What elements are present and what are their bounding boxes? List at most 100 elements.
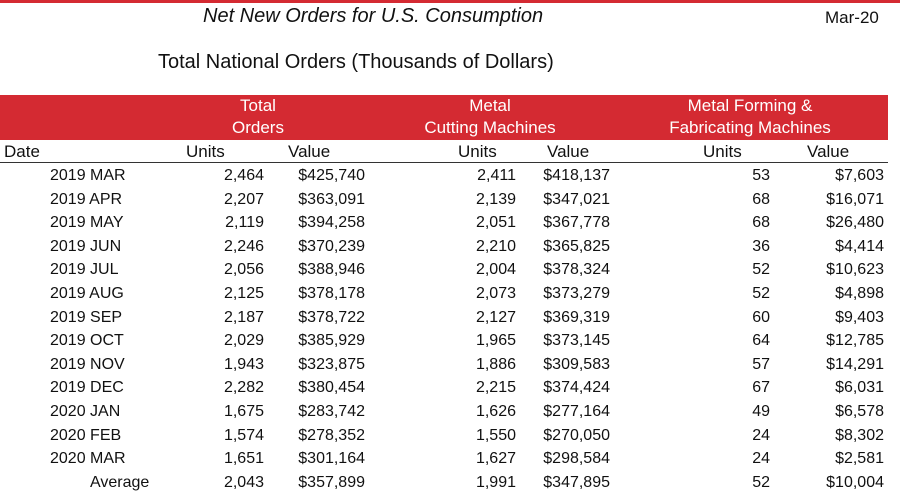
forming-units-cell: 60 bbox=[752, 308, 770, 326]
row-date: 2019 APR bbox=[50, 190, 123, 208]
total-units-cell: 2,119 bbox=[225, 214, 264, 232]
cutting-units-cell: 1,886 bbox=[475, 355, 516, 373]
table-row: 2019 JUN 2,246 $370,239 2,210 $365,825 3… bbox=[0, 235, 900, 259]
table-row: 2019 MAR 2,464 $425,740 2,411 $418,137 5… bbox=[0, 164, 900, 188]
forming-value-cell: $12,785 bbox=[826, 332, 884, 350]
total-units-cell: 1,651 bbox=[223, 450, 264, 468]
forming-units-cell: 57 bbox=[752, 355, 770, 373]
table-row: 2019 NOV 1,943 $323,875 1,886 $309,583 5… bbox=[0, 353, 900, 377]
cutting-units-cell: 2,073 bbox=[475, 284, 516, 302]
table-row: 2019 MAY 2,119 $394,258 2,051 $367,778 6… bbox=[0, 211, 900, 235]
cutting-value-cell: $367,778 bbox=[543, 214, 610, 232]
row-date: 2019 MAY bbox=[50, 214, 124, 232]
row-date: 2019 SEP bbox=[50, 308, 123, 326]
row-date: 2019 NOV bbox=[50, 355, 125, 373]
header-cutting-line1: Metal bbox=[469, 96, 511, 115]
column-header-total-value: Value bbox=[288, 142, 331, 161]
forming-value-cell: $4,898 bbox=[835, 284, 884, 302]
total-value-cell: $394,258 bbox=[298, 214, 365, 232]
total-value-cell: $363,091 bbox=[298, 190, 365, 208]
cutting-value-cell: $347,895 bbox=[543, 473, 610, 491]
cutting-value-cell: $365,825 bbox=[543, 237, 610, 255]
row-date: 2020 FEB bbox=[50, 426, 122, 444]
table-row: 2019 SEP 2,187 $378,722 2,127 $369,319 6… bbox=[0, 306, 900, 330]
forming-units-cell: 67 bbox=[752, 379, 770, 397]
header-cutting-line2: Cutting Machines bbox=[424, 118, 556, 137]
cutting-units-cell: 1,991 bbox=[475, 473, 516, 491]
total-value-cell: $323,875 bbox=[298, 355, 365, 373]
cutting-value-cell: $374,424 bbox=[543, 379, 610, 397]
cutting-units-cell: 2,411 bbox=[477, 167, 516, 184]
forming-value-cell: $8,302 bbox=[835, 426, 884, 444]
header-metal-forming: Metal Forming & Fabricating Machines bbox=[650, 95, 850, 139]
forming-value-cell: $14,291 bbox=[826, 355, 884, 373]
total-units-cell: 2,043 bbox=[223, 473, 264, 491]
cutting-value-cell: $277,164 bbox=[543, 402, 610, 420]
total-value-cell: $378,178 bbox=[298, 284, 365, 302]
forming-value-cell: $6,031 bbox=[835, 379, 884, 397]
top-rule bbox=[0, 0, 900, 3]
total-value-cell: $378,722 bbox=[298, 308, 365, 326]
forming-units-cell: 68 bbox=[752, 190, 770, 208]
row-date: 2019 JUN bbox=[50, 237, 122, 255]
row-date: 2020 MAR bbox=[50, 450, 126, 468]
table-row: 2020 FEB 1,574 $278,352 1,550 $270,050 2… bbox=[0, 424, 900, 448]
total-units-cell: 1,943 bbox=[223, 355, 264, 373]
cutting-units-cell: 1,626 bbox=[475, 402, 516, 420]
header-metal-cutting: Metal Cutting Machines bbox=[405, 95, 575, 139]
forming-units-cell: 64 bbox=[752, 332, 770, 350]
column-header-forming-units: Units bbox=[703, 142, 742, 161]
header-total-line2: Orders bbox=[232, 118, 284, 137]
cutting-value-cell: $418,137 bbox=[543, 167, 610, 184]
total-units-cell: 2,207 bbox=[223, 190, 264, 208]
cutting-value-cell: $369,319 bbox=[543, 308, 610, 326]
forming-units-cell: 52 bbox=[752, 473, 770, 491]
table-row: 2020 MAR 1,651 $301,164 1,627 $298,584 2… bbox=[0, 447, 900, 471]
cutting-units-cell: 2,215 bbox=[475, 379, 516, 397]
report-subtitle: Total National Orders (Thousands of Doll… bbox=[158, 51, 554, 73]
table-row: 2019 OCT 2,029 $385,929 1,965 $373,145 6… bbox=[0, 329, 900, 353]
forming-value-cell: $10,623 bbox=[826, 261, 884, 279]
header-total-line1: Total bbox=[240, 96, 276, 115]
average-row: Average 2,043 $357,899 1,991 $347,895 52… bbox=[0, 471, 900, 495]
column-header-total-units: Units bbox=[186, 142, 225, 161]
cutting-units-cell: 1,965 bbox=[475, 332, 516, 350]
total-value-cell: $380,454 bbox=[298, 379, 365, 397]
total-units-cell: 1,574 bbox=[223, 426, 264, 444]
row-date: 2019 OCT bbox=[50, 332, 124, 350]
row-date: 2019 AUG bbox=[50, 284, 124, 302]
forming-units-cell: 36 bbox=[752, 237, 770, 255]
column-header-date: Date bbox=[4, 142, 40, 161]
total-units-cell: 2,029 bbox=[223, 332, 264, 350]
total-units-cell: 2,187 bbox=[223, 308, 264, 326]
total-units-cell: 2,246 bbox=[223, 237, 264, 255]
forming-value-cell: $7,603 bbox=[835, 167, 884, 184]
total-value-cell: $425,740 bbox=[298, 167, 365, 184]
table-row: 2019 APR 2,207 $363,091 2,139 $347,021 6… bbox=[0, 188, 900, 212]
cutting-units-cell: 2,139 bbox=[475, 190, 516, 208]
table-row: 2019 AUG 2,125 $378,178 2,073 $373,279 5… bbox=[0, 282, 900, 306]
forming-units-cell: 49 bbox=[752, 402, 770, 420]
header-band bbox=[0, 95, 888, 140]
forming-value-cell: $10,004 bbox=[826, 473, 884, 491]
cutting-units-cell: 1,627 bbox=[475, 450, 516, 468]
header-total-orders: Total Orders bbox=[208, 95, 308, 139]
forming-value-cell: $2,581 bbox=[835, 450, 884, 468]
orders-table-body: 2019 MAR 2,464 $425,740 2,411 $418,137 5… bbox=[0, 164, 900, 494]
table-row: 2020 JAN 1,675 $283,742 1,626 $277,164 4… bbox=[0, 400, 900, 424]
forming-units-cell: 52 bbox=[752, 261, 770, 279]
cutting-value-cell: $347,021 bbox=[543, 190, 610, 208]
cutting-value-cell: $270,050 bbox=[543, 426, 610, 444]
average-label: Average bbox=[90, 473, 150, 491]
forming-value-cell: $4,414 bbox=[835, 237, 884, 255]
total-units-cell: 2,056 bbox=[223, 261, 264, 279]
total-value-cell: $283,742 bbox=[298, 402, 365, 420]
total-value-cell: $370,239 bbox=[298, 237, 365, 255]
total-units-cell: 2,464 bbox=[223, 167, 264, 184]
total-value-cell: $388,946 bbox=[298, 261, 365, 279]
total-value-cell: $301,164 bbox=[298, 450, 365, 468]
report-period: Mar-20 bbox=[825, 8, 879, 27]
forming-units-cell: 24 bbox=[752, 450, 770, 468]
total-units-cell: 1,675 bbox=[223, 402, 264, 420]
forming-units-cell: 52 bbox=[752, 284, 770, 302]
